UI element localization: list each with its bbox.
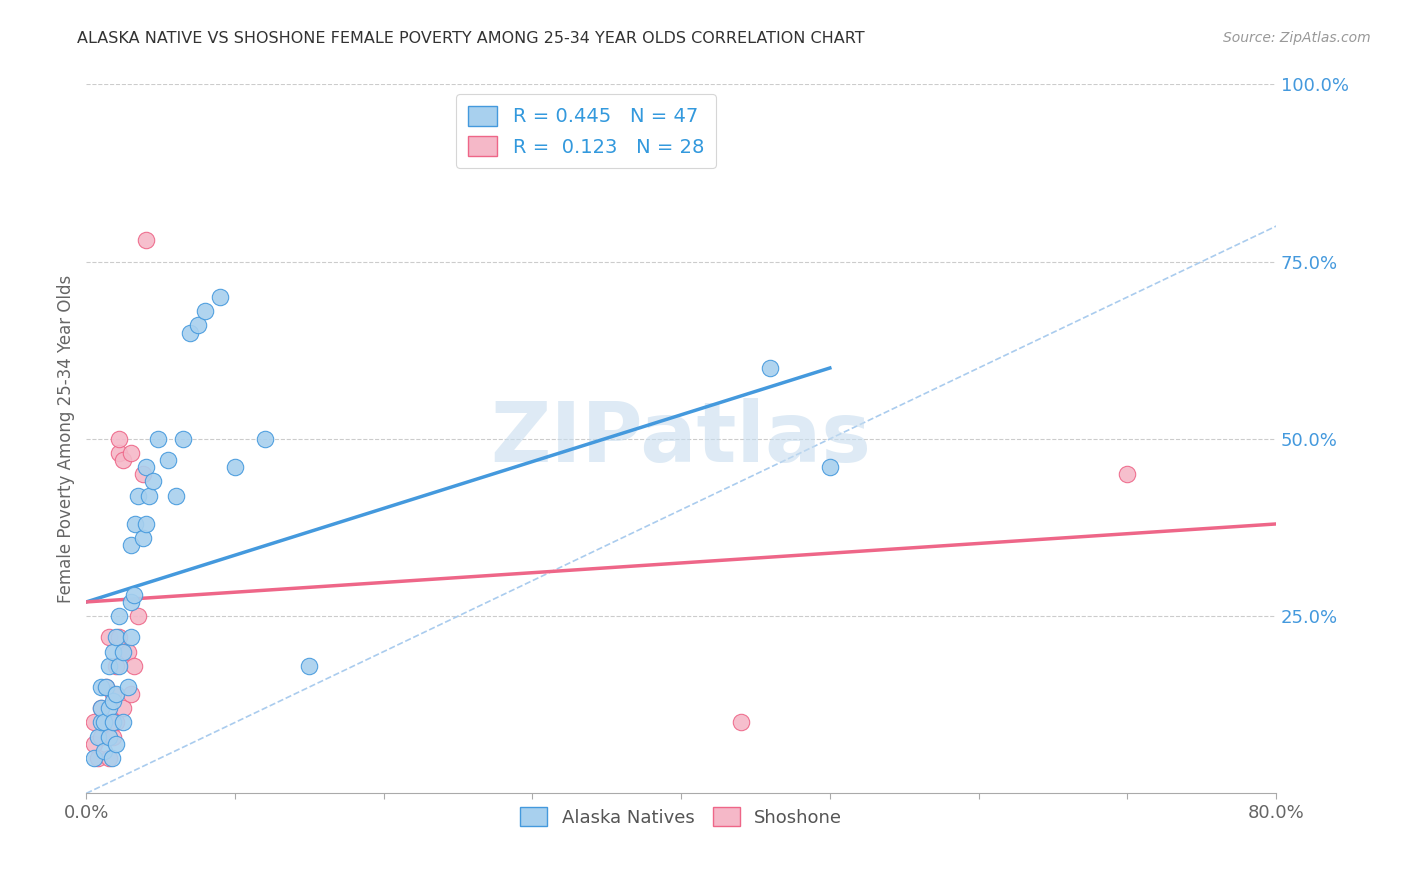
Point (90, 680, 112, 694)
Point (87, 751, 110, 765)
Point (142, 475, 165, 489)
Point (93, 715, 115, 730)
Point (187, 318, 209, 333)
Point (97, 658, 120, 673)
Point (108, 432, 131, 446)
Point (105, 687, 128, 701)
Point (90, 715, 112, 730)
Point (135, 516, 157, 531)
Point (120, 631, 142, 645)
Point (100, 751, 122, 765)
Point (93, 715, 115, 730)
Point (90, 701, 112, 715)
Point (94, 680, 117, 694)
Point (122, 588, 145, 602)
Point (101, 687, 124, 701)
Point (146, 432, 169, 446)
Point (117, 644, 139, 658)
Point (101, 715, 124, 730)
Point (120, 446, 142, 460)
Point (101, 694, 124, 708)
Point (83, 715, 105, 730)
Point (93, 744, 115, 758)
Point (105, 715, 128, 730)
Point (120, 595, 142, 609)
Point (112, 715, 135, 730)
Point (759, 361, 782, 376)
Point (179, 326, 201, 340)
Point (209, 290, 232, 304)
Point (97, 730, 120, 744)
Point (87, 730, 110, 744)
Point (124, 516, 146, 531)
Point (730, 715, 752, 730)
Point (97, 715, 120, 730)
Point (105, 658, 128, 673)
Text: ALASKA NATIVE VS SHOSHONE FEMALE POVERTY AMONG 25-34 YEAR OLDS CORRELATION CHART: ALASKA NATIVE VS SHOSHONE FEMALE POVERTY… (77, 31, 865, 46)
Point (97, 751, 120, 765)
Point (97, 631, 120, 645)
Point (112, 644, 135, 658)
Point (90, 730, 112, 744)
Point (105, 737, 128, 751)
Point (157, 453, 180, 467)
Point (135, 234, 157, 248)
Point (253, 432, 276, 446)
Point (132, 531, 155, 545)
Point (127, 609, 149, 624)
Point (108, 658, 131, 673)
Point (298, 658, 321, 673)
Point (101, 644, 124, 658)
Point (83, 751, 105, 765)
Y-axis label: Female Poverty Among 25-34 Year Olds: Female Poverty Among 25-34 Year Olds (58, 275, 75, 603)
Point (97, 701, 120, 715)
Point (94, 680, 117, 694)
Point (90, 701, 112, 715)
Point (172, 432, 194, 446)
Point (112, 701, 135, 715)
Point (1116, 467, 1139, 482)
Point (132, 467, 155, 482)
Point (127, 489, 149, 503)
Text: ZIPatlas: ZIPatlas (491, 399, 872, 479)
Point (194, 304, 217, 318)
Point (108, 609, 131, 624)
Point (122, 658, 145, 673)
Text: Source: ZipAtlas.com: Source: ZipAtlas.com (1223, 31, 1371, 45)
Point (108, 446, 131, 460)
Point (120, 687, 142, 701)
Point (135, 460, 157, 475)
Point (224, 460, 246, 475)
Point (101, 730, 124, 744)
Point (818, 460, 841, 475)
Point (83, 737, 105, 751)
Point (105, 631, 128, 645)
Point (112, 453, 135, 467)
Legend: Alaska Natives, Shoshone: Alaska Natives, Shoshone (513, 800, 849, 834)
Point (108, 631, 131, 645)
Point (165, 489, 187, 503)
Point (138, 489, 160, 503)
Point (120, 538, 142, 552)
Point (117, 680, 139, 694)
